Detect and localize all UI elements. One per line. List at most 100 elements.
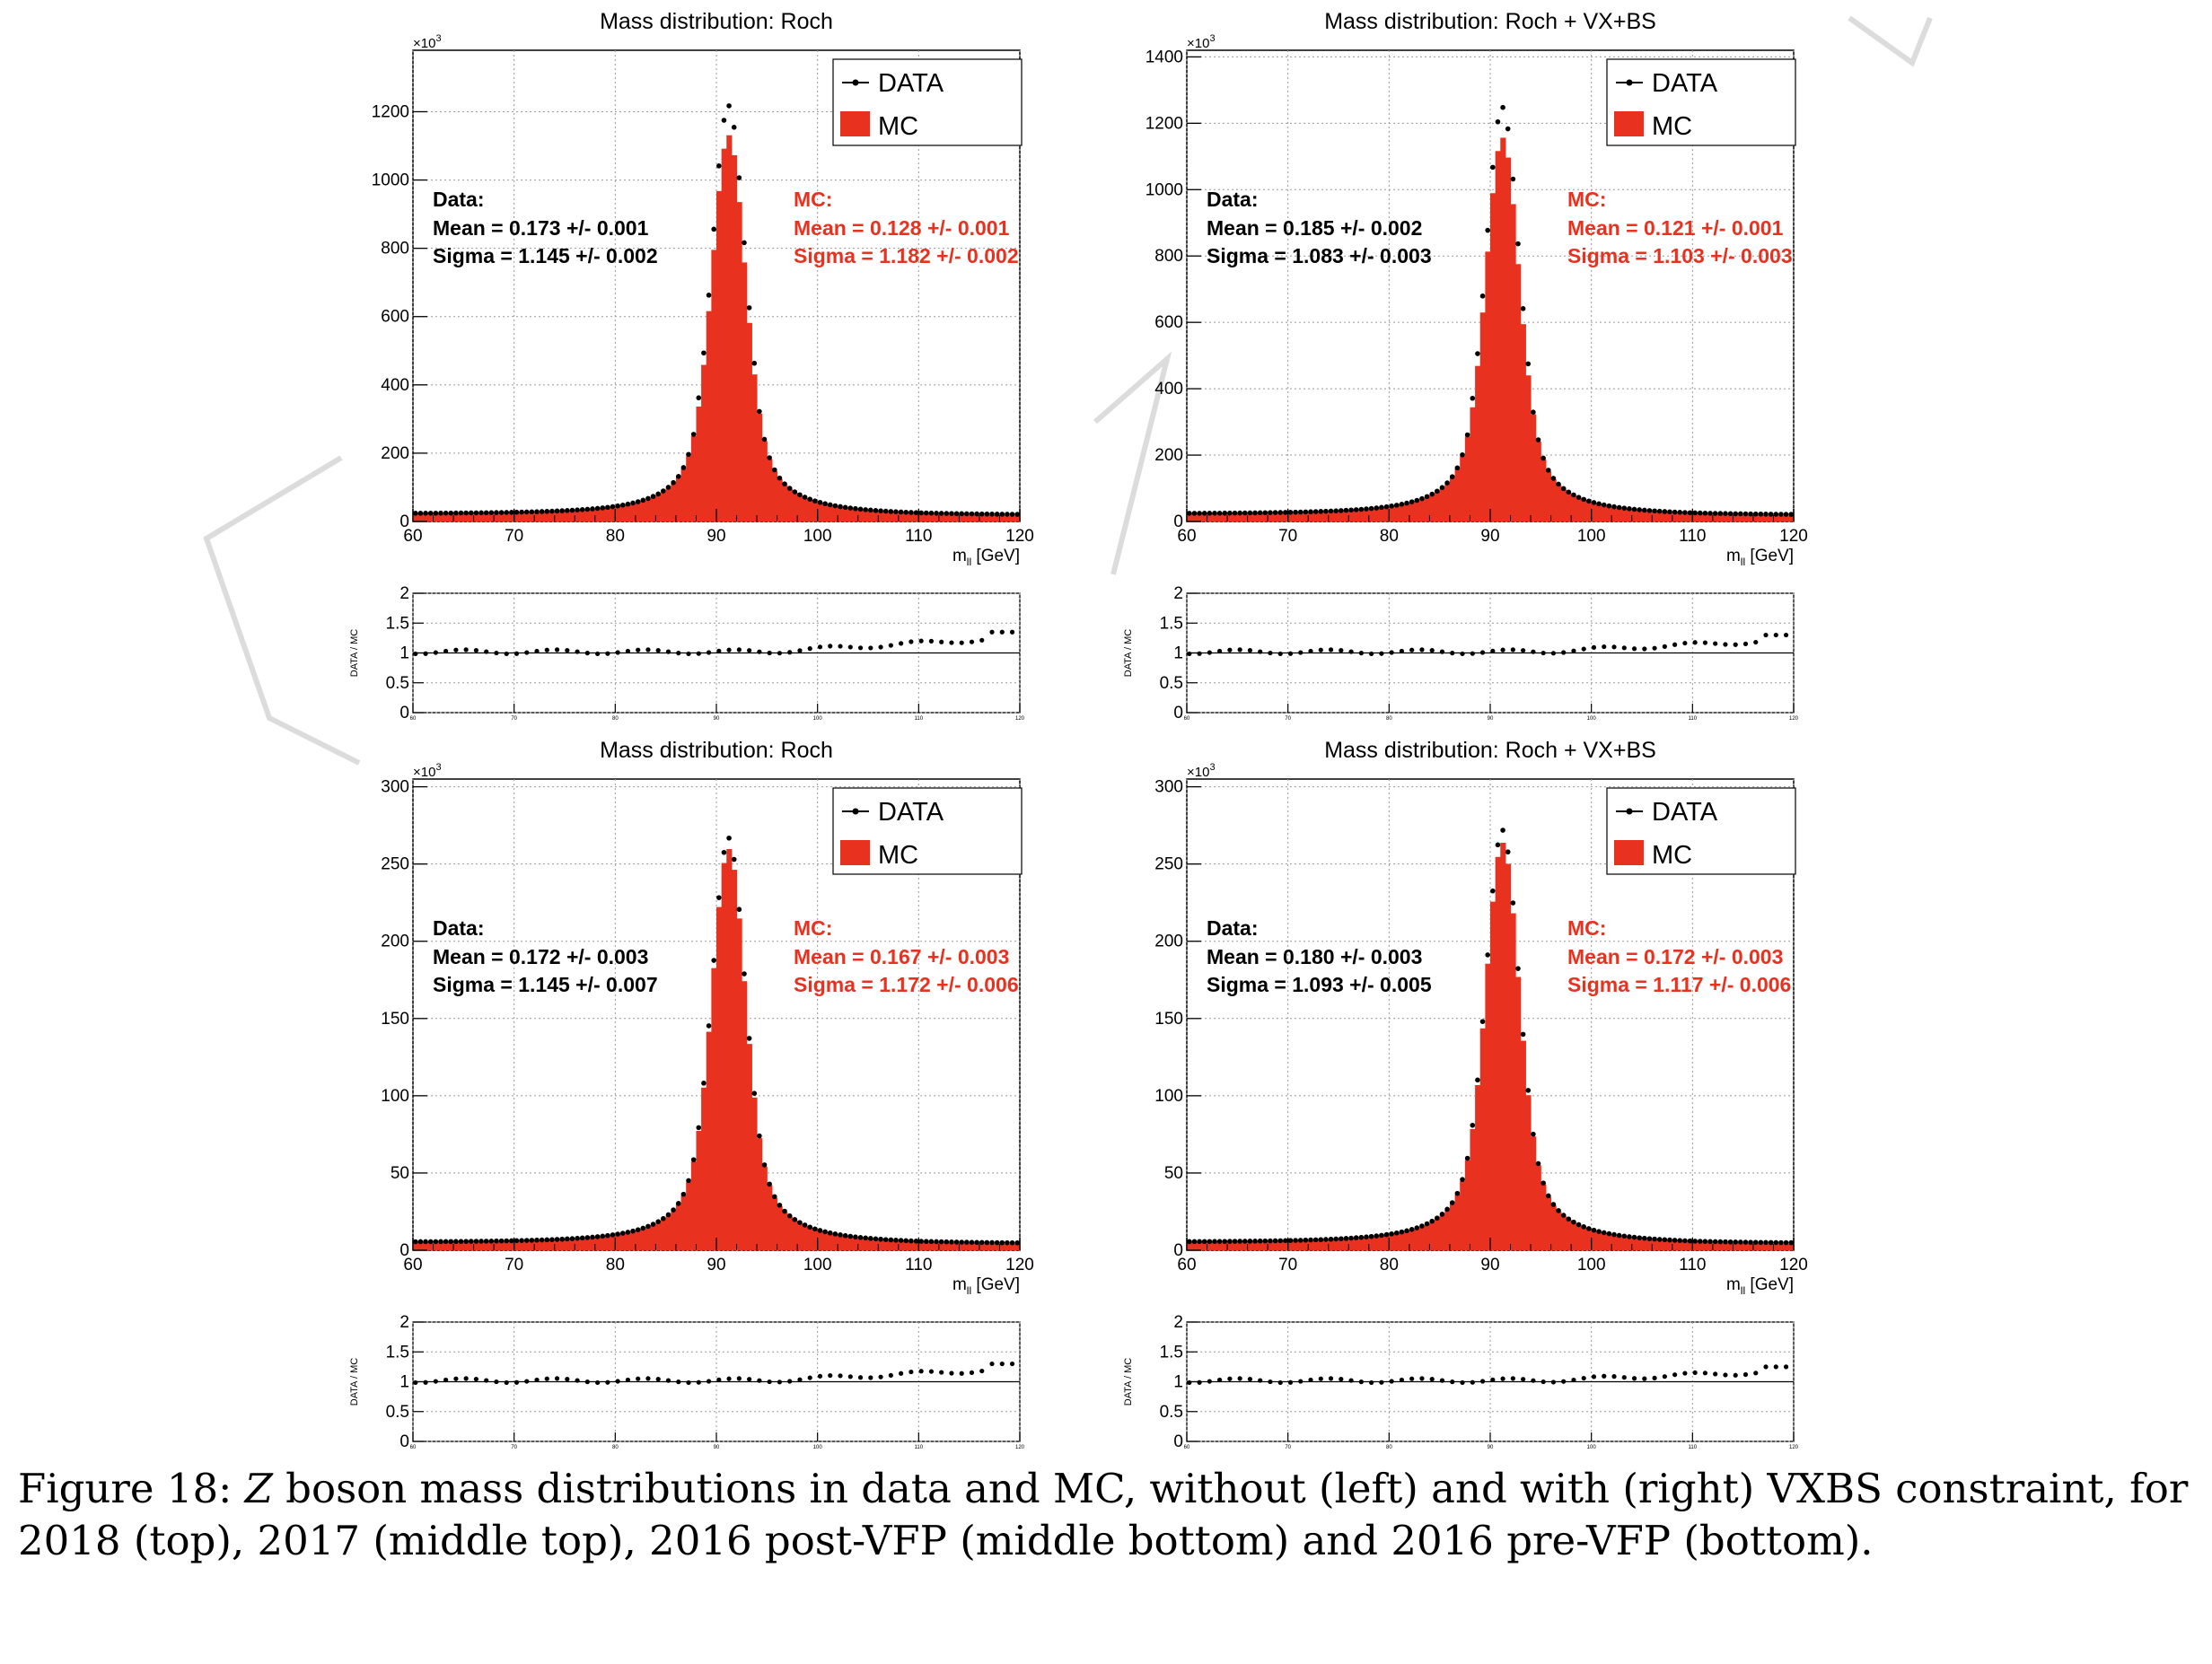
data-point xyxy=(1742,1239,1749,1245)
x-axis-label: mll [GeV] xyxy=(952,1275,1020,1297)
mc-bar xyxy=(569,510,575,521)
y-tick-label: 300 xyxy=(1154,778,1183,797)
data-point xyxy=(1495,118,1501,125)
data-point xyxy=(453,510,459,516)
data-point xyxy=(1662,1237,1668,1243)
x-tick-label: 70 xyxy=(505,1256,523,1274)
mc-bar xyxy=(1005,515,1011,521)
ratio-point xyxy=(747,1377,752,1382)
ratio-point xyxy=(1571,648,1576,653)
mc-bar xyxy=(1419,499,1426,521)
data-point xyxy=(1439,1212,1445,1217)
data-point xyxy=(1752,1239,1759,1245)
ratio-point xyxy=(828,644,833,649)
mc-bar xyxy=(1374,508,1380,521)
mc-bar xyxy=(1383,506,1390,521)
mc-bar xyxy=(433,512,439,521)
mc-bar xyxy=(1667,1240,1673,1250)
mc-bar xyxy=(934,1242,940,1250)
mc-bar xyxy=(1768,1243,1774,1250)
ratio-y-tick-label: 2 xyxy=(1173,584,1183,603)
mc-bar xyxy=(448,512,454,521)
mc-bar xyxy=(468,512,475,521)
data-point xyxy=(494,1238,499,1244)
data-point xyxy=(423,1239,428,1245)
ratio-point xyxy=(1631,646,1637,652)
stats-mc-sigma: Sigma = 1.117 +/- 0.006 xyxy=(1567,973,1791,996)
data-point xyxy=(1576,1222,1582,1228)
legend-data-marker xyxy=(852,808,859,815)
data-point xyxy=(1216,1239,1223,1244)
y-exponent: ×103 xyxy=(413,762,442,780)
mc-bar xyxy=(838,507,844,521)
data-point xyxy=(483,1239,489,1244)
ratio-x-tick-label: 70 xyxy=(1285,1445,1291,1450)
mc-bar xyxy=(797,495,803,521)
data-point xyxy=(792,489,798,495)
ratio-point xyxy=(494,650,499,656)
data-point xyxy=(802,1222,808,1228)
data-point xyxy=(1212,510,1217,516)
mc-bar xyxy=(751,374,758,521)
mc-bar xyxy=(812,501,819,521)
data-point xyxy=(1409,499,1415,504)
mc-bar xyxy=(645,498,652,521)
mc-bar xyxy=(1389,1234,1395,1250)
mc-bar xyxy=(984,514,990,521)
mc-bar xyxy=(726,848,733,1250)
mc-bar xyxy=(802,497,808,521)
mc-bar xyxy=(903,512,909,521)
mc-bar xyxy=(767,459,773,521)
data-point xyxy=(1207,511,1213,516)
mc-bar xyxy=(1323,511,1330,521)
data-point xyxy=(1656,508,1663,514)
data-point xyxy=(989,511,995,517)
ratio-point xyxy=(1550,651,1557,656)
data-point xyxy=(1429,491,1435,497)
data-point xyxy=(1227,1239,1233,1244)
ratio-panel: 0 0.5 1 1.5 2 60 70 80 90 100 110 120 DATA / MC xyxy=(349,1313,1025,1451)
data-point xyxy=(655,1219,662,1224)
ratio-x-tick-label: 110 xyxy=(1689,716,1698,722)
data-point xyxy=(1606,1230,1612,1237)
data-point xyxy=(640,497,646,504)
data-point xyxy=(559,508,565,513)
ratio-point xyxy=(1348,649,1354,654)
data-point xyxy=(1510,900,1516,906)
ratio-point xyxy=(443,648,449,654)
mc-bar xyxy=(498,512,505,521)
data-point xyxy=(1687,1238,1693,1244)
data-point xyxy=(1773,1239,1779,1246)
stats-data-mean: Mean = 0.173 +/- 0.001 xyxy=(433,216,649,240)
mc-bar xyxy=(1531,414,1537,521)
data-point xyxy=(1247,1239,1253,1244)
ratio-point xyxy=(847,1374,853,1379)
ratio-x-tick-label: 80 xyxy=(612,1445,619,1450)
data-point xyxy=(1550,1202,1557,1207)
data-point xyxy=(711,226,716,232)
data-point xyxy=(1545,1193,1551,1199)
data-point xyxy=(1268,510,1273,515)
data-point xyxy=(1652,508,1657,514)
data-point xyxy=(1389,1230,1394,1237)
mc-bar xyxy=(701,364,707,521)
ratio-point xyxy=(838,644,843,649)
ratio-point xyxy=(514,1379,520,1385)
data-point xyxy=(665,1212,672,1218)
ratio-x-tick-label: 110 xyxy=(915,1445,924,1450)
data-point xyxy=(1560,486,1567,492)
data-point xyxy=(1247,510,1253,516)
y-tick-label: 600 xyxy=(1154,313,1183,332)
mc-bar xyxy=(1277,1240,1284,1250)
mc-bar xyxy=(923,513,930,521)
mc-bar xyxy=(832,506,838,521)
mc-bar xyxy=(433,1241,439,1250)
data-point xyxy=(1262,510,1268,516)
mc-bar xyxy=(1404,1230,1410,1250)
data-point xyxy=(757,1133,762,1139)
data-point xyxy=(519,509,524,515)
data-point xyxy=(953,511,960,517)
legend-mc-label: MC xyxy=(1652,112,1692,141)
mc-bar xyxy=(680,469,687,521)
mc-bar xyxy=(584,509,591,521)
